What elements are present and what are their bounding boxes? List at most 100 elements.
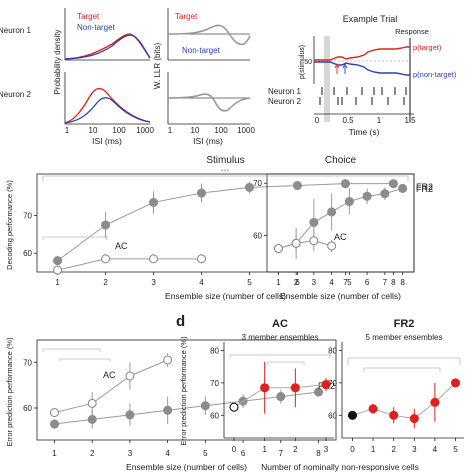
llr-curve-1 bbox=[167, 24, 251, 46]
x-tick-label: 1 bbox=[371, 445, 376, 454]
data-point bbox=[340, 179, 350, 189]
example-y-tick-50: 50 bbox=[304, 59, 312, 66]
panel-title: Choice bbox=[325, 155, 357, 166]
x-tick-label: 4 bbox=[329, 278, 334, 287]
panel-fr2-nonresponsive: 60 70 80 0 1 2 3 4 5 FR2 5 member ensembles bbox=[328, 318, 464, 454]
ac-brackets bbox=[229, 354, 331, 365]
x-tick-label: 0 bbox=[350, 445, 355, 454]
density-x-ticks: 1 10 100 1000 bbox=[65, 126, 155, 135]
legend-target: Target bbox=[77, 12, 100, 21]
x-tick-label: 2 bbox=[293, 445, 298, 454]
panel-title: FR2 bbox=[394, 318, 415, 330]
x-tick-label: 3 bbox=[324, 445, 329, 454]
llr-xlabel: ISI (ms) bbox=[193, 136, 223, 146]
series-line bbox=[352, 382, 456, 420]
data-point bbox=[347, 410, 358, 420]
density-x-tick-10: 10 bbox=[89, 126, 98, 135]
data-point bbox=[196, 188, 207, 198]
density-target-curve-2 bbox=[64, 87, 151, 124]
llr-x-tick-1000: 1000 bbox=[237, 126, 255, 135]
data-point bbox=[163, 405, 173, 415]
y-tick-label: 70 bbox=[328, 379, 337, 388]
data-point bbox=[101, 220, 111, 230]
panel-subtitle: 5 member ensembles bbox=[366, 333, 443, 342]
y-tick-label: 60 bbox=[210, 411, 219, 420]
example-xlabel: Time (s) bbox=[349, 127, 380, 137]
panel-error-ensemble: 60 70 1 2 3 4 5 6 7 8 Error prediction performance… bbox=[5, 337, 337, 472]
x-tick-label: 5 bbox=[453, 445, 458, 454]
p-nontarget-label: p(non-target) bbox=[413, 70, 457, 79]
series-line bbox=[57, 258, 202, 271]
data-point bbox=[389, 410, 399, 420]
data-point bbox=[276, 392, 286, 402]
data-point bbox=[398, 183, 408, 193]
example-x-tick-1.5: 1.5 bbox=[404, 116, 416, 125]
data-point bbox=[229, 402, 239, 412]
spike-raster-2 bbox=[319, 97, 405, 105]
x-tick-label: 6 bbox=[295, 278, 300, 287]
llr-x-tick-1: 1 bbox=[168, 126, 173, 135]
x-tick-label: 5 bbox=[203, 449, 208, 458]
data-point bbox=[321, 379, 331, 390]
y-tick-label: 60 bbox=[23, 249, 32, 258]
stimulus-sig-bracket bbox=[42, 175, 409, 182]
llr-legend-nontarget: Non-target bbox=[182, 46, 221, 55]
example-ylabel: p(stimulus) bbox=[299, 45, 306, 79]
y-axis-label: Error prediction performance (%) bbox=[5, 337, 14, 447]
data-point bbox=[327, 207, 337, 217]
plot-frame bbox=[36, 173, 415, 273]
y-axis-label: Decoding performance (%) bbox=[5, 180, 14, 270]
x-tick-label: 2 bbox=[294, 278, 299, 287]
llr-ylabel: W. LLR (bits) bbox=[153, 43, 162, 90]
p-target-trace bbox=[314, 46, 410, 61]
data-point bbox=[362, 191, 372, 201]
example-neuron-1-label: Neuron 1 bbox=[268, 87, 301, 96]
x-tick-label: 5 bbox=[347, 278, 352, 287]
y-axis-label: Error prediction performance (%) bbox=[179, 336, 188, 446]
x-tick-label: 4 bbox=[165, 449, 170, 458]
y-tick-label: 80 bbox=[210, 346, 219, 355]
isi-density-plots: Probability density Target Non-target 1 … bbox=[53, 8, 154, 146]
fr2-brackets bbox=[347, 357, 461, 372]
stimulus-shading bbox=[324, 36, 330, 122]
density-x-tick-1000: 1000 bbox=[136, 126, 154, 135]
event-arrow-1 bbox=[334, 62, 340, 74]
y-tick-label: 60 bbox=[328, 411, 337, 420]
llr-legend-target: Target bbox=[175, 12, 198, 21]
density-xlabel: ISI (ms) bbox=[92, 136, 122, 146]
x-tick-label: 4 bbox=[199, 278, 204, 287]
data-point bbox=[388, 179, 398, 189]
series-label: AC bbox=[103, 370, 116, 380]
x-tick-label: 6 bbox=[365, 278, 370, 287]
panel-title: Stimulus bbox=[206, 155, 244, 166]
example-title: Example Trial bbox=[343, 14, 398, 24]
x-tick-label: 3 bbox=[128, 449, 133, 458]
example-trial: Example Trial Response p(stimulus) 50 p(… bbox=[268, 14, 457, 137]
data-point bbox=[313, 387, 324, 397]
row-label-neuron-2: Neuron 2 bbox=[0, 90, 31, 99]
x-tick-label: 3 bbox=[412, 445, 417, 454]
y-tick-label: 70 bbox=[210, 379, 219, 388]
data-point bbox=[148, 254, 159, 264]
stimulus-sig-stars: *** bbox=[221, 169, 229, 176]
data-point bbox=[327, 241, 337, 251]
series-line bbox=[54, 359, 168, 414]
x-tick-label: 8 bbox=[391, 278, 396, 287]
panel-label-d: d bbox=[176, 313, 185, 330]
data-point bbox=[53, 265, 63, 275]
x-tick-label: 1 bbox=[262, 445, 267, 454]
x-axis-label: Ensemble size (number of cells) bbox=[280, 291, 401, 301]
x-axis-label: Ensemble size (number of cells) bbox=[126, 462, 247, 472]
data-point bbox=[244, 182, 255, 192]
panel-subtitle: 3 member ensembles bbox=[242, 333, 319, 342]
example-x-tick-0: 0 bbox=[315, 116, 320, 125]
error-ensemble-brackets bbox=[42, 348, 111, 362]
density-nontarget-curve-1 bbox=[64, 34, 151, 60]
example-x-tick-1: 1 bbox=[377, 116, 382, 125]
x-tick-label: 2 bbox=[103, 278, 108, 287]
x-axis-label: Ensemble size (number of cells) bbox=[165, 291, 286, 301]
data-point bbox=[450, 378, 461, 388]
llr-x-tick-10: 10 bbox=[191, 126, 200, 135]
